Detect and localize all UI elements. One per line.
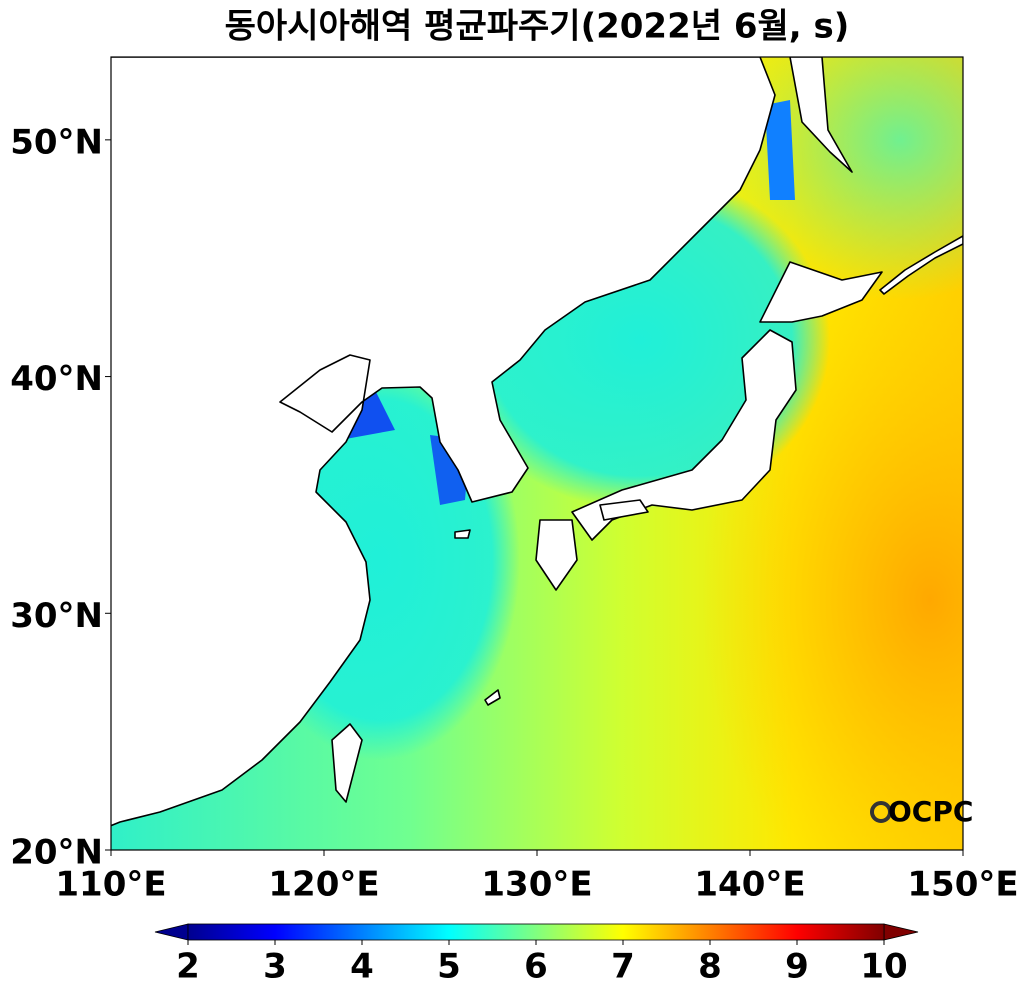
colorbar: 2 3 4 5 6 7 8 9 10 xyxy=(154,923,919,987)
x-tick-label: 110°E xyxy=(55,865,166,905)
map-title: 동아시아해역 평균파주기(2022년 6월, s) xyxy=(225,7,850,47)
colorbar-tick-label: 5 xyxy=(437,947,461,987)
y-tick-label: 20°N xyxy=(10,833,103,873)
colorbar-tick-label: 8 xyxy=(698,947,722,987)
logo: OCPC xyxy=(870,795,973,828)
logo-text: OCPC xyxy=(888,795,973,828)
colorbar-tick-label: 6 xyxy=(524,947,548,987)
colorbar-tick-label: 10 xyxy=(860,947,907,987)
map-field xyxy=(111,57,963,850)
colorbar-tick-label: 3 xyxy=(263,947,287,987)
x-tick-label: 130°E xyxy=(481,865,592,905)
colorbar-tick-label: 4 xyxy=(350,947,374,987)
y-tick-label: 40°N xyxy=(10,359,103,399)
colorbar-bar xyxy=(187,923,885,941)
colorbar-extend-min xyxy=(154,923,189,941)
y-tick-label: 30°N xyxy=(10,596,103,636)
colorbar-tick-label: 9 xyxy=(785,947,809,987)
colorbar-extend-max xyxy=(883,923,919,941)
x-tick-label: 150°E xyxy=(907,865,1018,905)
y-tick-label: 50°N xyxy=(10,122,103,162)
x-tick-label: 120°E xyxy=(268,865,379,905)
colorbar-tick-label: 2 xyxy=(176,947,200,987)
x-tick-label: 140°E xyxy=(694,865,805,905)
colorbar-tick-label: 7 xyxy=(611,947,635,987)
